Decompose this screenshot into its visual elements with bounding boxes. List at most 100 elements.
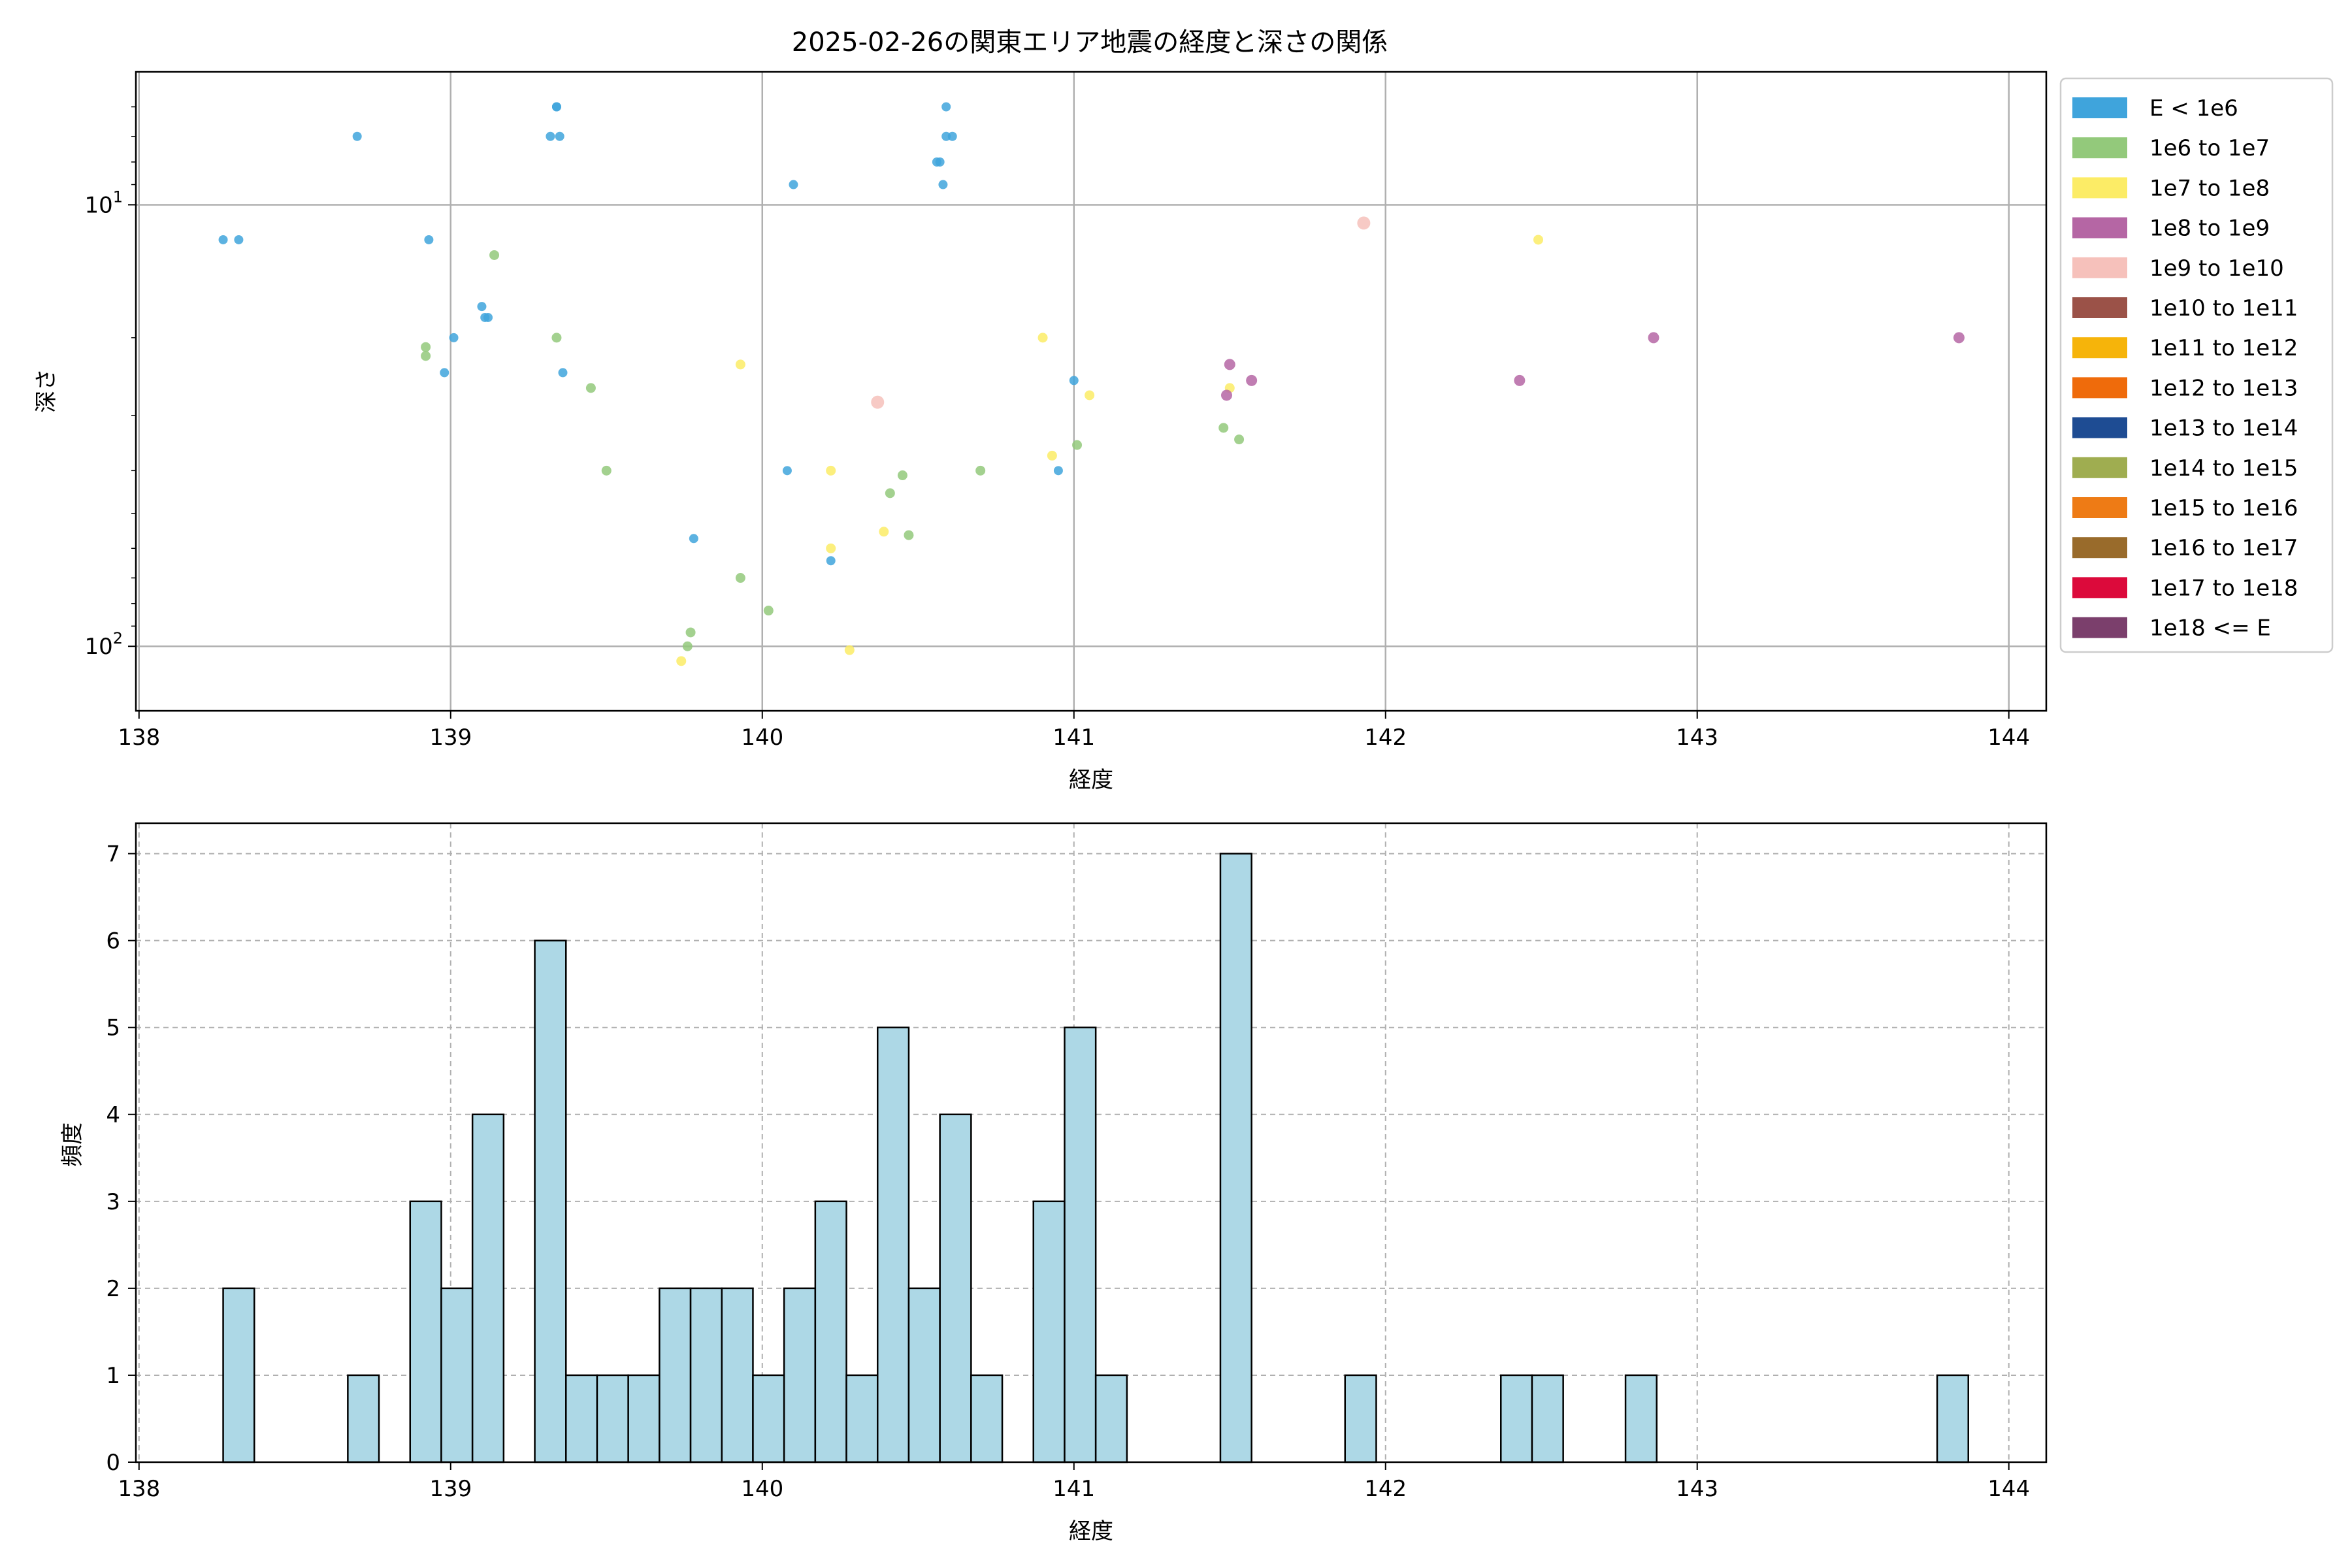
scatter-title: 2025-02-26の関東エリア地震の経度と深さの関係 xyxy=(792,27,1388,57)
histogram-bar xyxy=(440,1287,474,1463)
scatter-point xyxy=(789,180,798,189)
scatter-point xyxy=(826,465,836,476)
legend-label: 1e9 to 1e10 xyxy=(2149,255,2284,282)
histogram-bar xyxy=(1032,1200,1066,1463)
histogram-bar xyxy=(627,1374,661,1463)
scatter-point xyxy=(938,180,948,189)
scatter-point xyxy=(424,235,434,244)
legend-label: 1e12 to 1e13 xyxy=(2149,375,2298,401)
legend-frame xyxy=(2059,77,2334,653)
histogram-panel: 138 139 140 141 142 143 144 0 1 2 3 4 5 6 7 経度 頻度 xyxy=(59,822,2048,1544)
histogram-bar xyxy=(596,1374,629,1463)
histogram-bar xyxy=(222,1287,255,1463)
histogram-bar xyxy=(814,1200,847,1463)
legend-swatch xyxy=(2072,297,2127,318)
histogram-bar xyxy=(907,1287,941,1463)
histogram-bar xyxy=(534,939,567,1463)
histogram-bar xyxy=(1094,1374,1128,1463)
scatter-point xyxy=(763,606,774,616)
legend-swatch xyxy=(2072,177,2127,199)
legend-label: 1e13 to 1e14 xyxy=(2149,416,2298,442)
histogram-bar xyxy=(409,1200,442,1463)
histogram-bar xyxy=(721,1287,754,1463)
histogram-bar xyxy=(970,1374,1004,1463)
scatter-point xyxy=(1224,359,1235,370)
histogram-bar xyxy=(347,1374,380,1463)
legend-label: 1e18 <= E xyxy=(2149,615,2271,642)
scatter-point xyxy=(682,641,693,651)
scatter-point xyxy=(1246,374,1258,386)
legend-swatch xyxy=(2072,417,2127,438)
histogram-bar xyxy=(877,1026,910,1463)
histogram-bar xyxy=(1344,1374,1377,1463)
scatter-point xyxy=(871,395,885,409)
legend-swatch xyxy=(2072,457,2127,478)
scatter-point xyxy=(947,131,957,141)
histogram-y-tick-label: 0 xyxy=(106,1450,120,1476)
scatter-point xyxy=(975,465,986,476)
histogram-plot-frame xyxy=(135,822,2048,1463)
histogram-bar xyxy=(1219,853,1252,1463)
scatter-x-axis-label: 経度 xyxy=(1069,767,1113,793)
legend-swatch xyxy=(2072,497,2127,518)
legend-label: 1e7 to 1e8 xyxy=(2149,175,2270,201)
scatter-point xyxy=(935,157,945,167)
scatter-point xyxy=(483,312,493,322)
scatter-point xyxy=(585,383,596,393)
scatter-grid xyxy=(136,72,2046,711)
legend-swatch xyxy=(2072,577,2127,598)
histogram-bar xyxy=(845,1374,879,1463)
scatter-x-tick-label: 140 xyxy=(741,725,783,751)
scatter-point xyxy=(1037,333,1048,343)
scatter-plot-frame xyxy=(135,71,2048,712)
histogram-x-tick-label: 142 xyxy=(1364,1476,1407,1502)
scatter-point xyxy=(904,530,914,540)
histogram-y-tick-label: 7 xyxy=(106,841,120,868)
scatter-point xyxy=(449,333,459,342)
scatter-point xyxy=(421,342,431,352)
legend-label: 1e16 to 1e17 xyxy=(2149,535,2298,561)
scatter-point xyxy=(844,645,855,655)
histogram-y-tick-label: 4 xyxy=(106,1102,120,1128)
scatter-point xyxy=(826,556,836,566)
legend-label: 1e8 to 1e9 xyxy=(2149,216,2270,242)
scatter-point xyxy=(782,466,792,476)
scatter-x-tick-label: 139 xyxy=(429,725,472,751)
scatter-point xyxy=(555,131,564,141)
histogram-x-tick-label: 141 xyxy=(1053,1476,1095,1502)
scatter-point xyxy=(826,543,836,553)
scatter-point xyxy=(477,302,487,312)
histogram-y-tick-label: 3 xyxy=(106,1189,120,1215)
legend-entries: E < 1e6 1e6 to 1e7 1e7 to 1e8 1e8 to 1e9 1e9… xyxy=(2072,95,2298,642)
scatter-y-tick-label: 102 xyxy=(84,629,123,660)
legend-swatch xyxy=(2072,217,2127,238)
scatter-point xyxy=(1053,466,1063,476)
histogram-y-tick-label: 6 xyxy=(106,928,120,955)
scatter-point xyxy=(1218,423,1229,433)
scatter-point xyxy=(1047,450,1057,461)
scatter-point xyxy=(551,102,561,112)
legend-swatch xyxy=(2072,617,2127,638)
legend-label: 1e15 to 1e16 xyxy=(2149,495,2298,521)
scatter-point xyxy=(1533,235,1543,245)
histogram-x-tick-label: 139 xyxy=(429,1476,472,1502)
scatter-point xyxy=(879,527,889,537)
scatter-point xyxy=(685,627,696,638)
scatter-point xyxy=(1648,332,1659,344)
histogram-bar xyxy=(1531,1374,1564,1463)
scatter-point xyxy=(676,656,687,666)
scatter-point xyxy=(551,333,562,343)
histogram-bar xyxy=(1936,1374,1970,1463)
histogram-x-tick-label: 138 xyxy=(118,1476,160,1502)
scatter-x-tick-label: 143 xyxy=(1676,725,1718,751)
scatter-points xyxy=(218,102,1965,666)
scatter-point xyxy=(234,235,244,244)
legend-label: 1e11 to 1e12 xyxy=(2149,335,2298,361)
scatter-point xyxy=(421,351,431,361)
scatter-point xyxy=(1072,440,1083,450)
scatter-ticks: 138 139 140 141 142 143 144 101 102 xyxy=(84,106,2030,751)
histogram-bar xyxy=(689,1287,723,1463)
legend-swatch xyxy=(2072,377,2127,399)
histogram-bar xyxy=(939,1113,972,1463)
